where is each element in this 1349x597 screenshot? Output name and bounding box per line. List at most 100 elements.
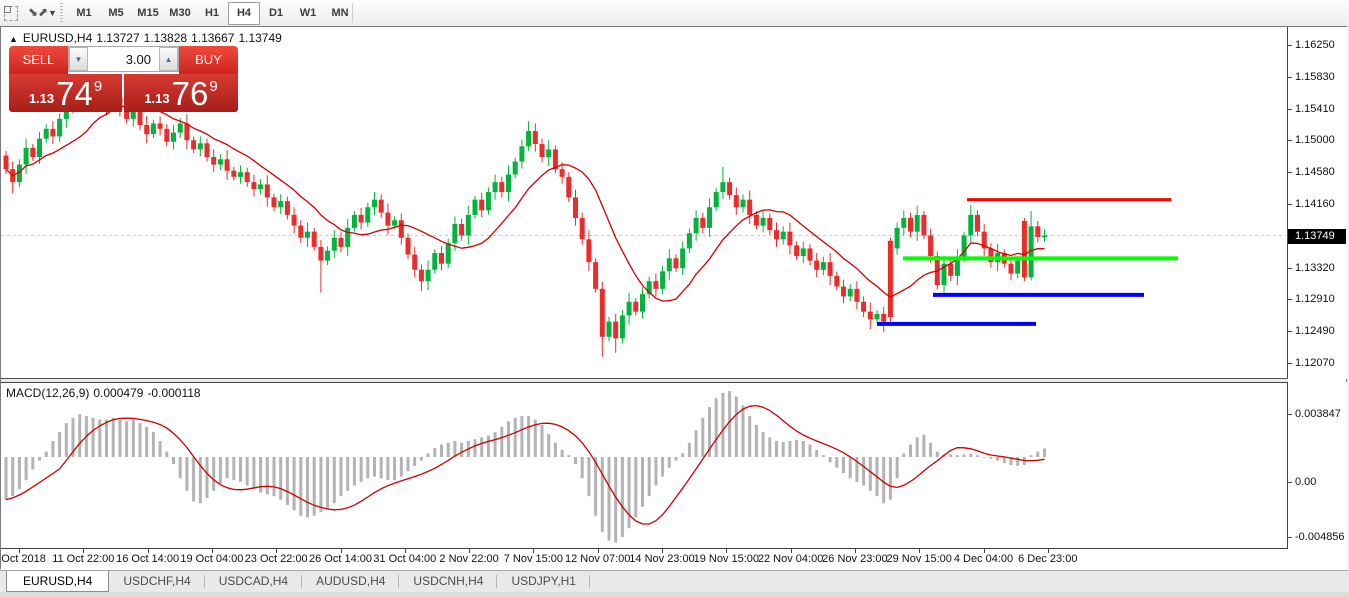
- timeframe-button-w1[interactable]: W1: [299, 7, 317, 19]
- price-axis-tick: [1288, 204, 1292, 206]
- macd-canvas: [4, 391, 1046, 543]
- date-label: 22 Nov 04:00: [757, 553, 824, 565]
- bar-high: 1.13828: [143, 31, 188, 45]
- timeframe-button-m5[interactable]: M5: [108, 7, 124, 19]
- macd-axis-label: -0.004856: [1295, 531, 1345, 543]
- date-tick: [19, 549, 20, 553]
- dropdown-caret-icon[interactable]: ▼: [48, 8, 57, 18]
- bid-price-tile[interactable]: 1.13 74 9: [9, 74, 122, 112]
- price-axis-label: 1.13320: [1295, 262, 1335, 275]
- date-tick: [404, 549, 406, 553]
- macd-axis-tick: [1288, 482, 1292, 483]
- price-axis-tick: [1288, 331, 1292, 333]
- indicator-arrows-icon[interactable]: ⬊⬈: [28, 5, 49, 19]
- date-label: 26 Oct 14:00: [309, 553, 372, 565]
- volume-decrease-button[interactable]: ▼: [69, 47, 88, 71]
- price-axis-label: 1.12490: [1295, 325, 1335, 338]
- date-tick: [340, 549, 342, 553]
- timeframe-button-d1[interactable]: D1: [268, 7, 284, 19]
- chart-window: ▲ EURUSD,H4 1.13727 1.13828 1.13667 1.13749 S…: [0, 26, 1347, 570]
- tab-usdcnhh4[interactable]: USDCNH,H4: [399, 571, 498, 592]
- date-tick: [790, 549, 792, 553]
- date-tick: [83, 549, 85, 553]
- toolbar-separator: [352, 3, 353, 23]
- tab-audusdh4[interactable]: AUDUSD,H4: [302, 571, 400, 592]
- price-axis-tick: [1288, 77, 1292, 78]
- macd-axis-tick: [1288, 413, 1292, 415]
- ask-prefix: 1.13: [144, 91, 170, 106]
- macd-signal-value: -0.000118: [147, 386, 201, 400]
- chart-template-icon[interactable]: [4, 6, 18, 21]
- bid-pipette: 9: [93, 78, 103, 95]
- tab-eurusdh4[interactable]: EURUSD,H4: [6, 571, 110, 592]
- date-label: 29 Nov 15:00: [886, 553, 952, 565]
- bid-prefix: 1.13: [28, 91, 55, 106]
- toolbar-grip[interactable]: [60, 3, 63, 23]
- tab-usdcadh4[interactable]: USDCAD,H4: [205, 571, 303, 592]
- price-axis-tick: [1288, 172, 1292, 174]
- date-label: 4 Dec 04:00: [953, 553, 1014, 565]
- date-label: 14 Nov 23:00: [629, 553, 695, 565]
- timeframe-button-h4[interactable]: H4: [228, 2, 260, 25]
- date-tick: [919, 549, 921, 553]
- price-axis-label: 1.12910: [1295, 293, 1335, 306]
- bar-low: 1.13667: [191, 31, 235, 45]
- price-axis[interactable]: 1.16250 1.15830 1.15410 1.15000 1.14580 1.141…: [1288, 27, 1347, 379]
- macd-value: 0.000479: [93, 386, 144, 400]
- timeframe-button-mn[interactable]: MN: [331, 7, 349, 19]
- chart-symbol: EURUSD,H4: [22, 31, 93, 45]
- one-click-trade-panel: SELL ▼ ▲ BUY 1.13 74 9 1.13 76 9: [9, 46, 238, 112]
- date-label: 16 Oct 14:00: [116, 553, 180, 565]
- date-label: 2 Nov 22:00: [439, 553, 499, 565]
- volume-input[interactable]: [88, 47, 159, 71]
- date-label: 26 Nov 23:00: [822, 553, 888, 565]
- macd-axis-label: 0.00: [1295, 476, 1317, 488]
- window-bottom-strip: [0, 592, 1349, 597]
- panel-collapse-icon[interactable]: ▲: [9, 34, 18, 44]
- chart-tab-bar: EURUSD,H4 USDCHF,H4 USDCAD,H4 AUDUSD,H4 USDC…: [0, 570, 1349, 593]
- price-axis-label: 1.15000: [1295, 134, 1335, 147]
- bar-open: 1.13727: [96, 31, 140, 45]
- macd-indicator-plot: MACD(12,26,9) 0.000479 -0.000118: [1, 382, 1288, 549]
- price-axis-label: 1.16250: [1295, 39, 1335, 51]
- price-axis-tick: [1288, 299, 1292, 301]
- chart-title: ▲ EURUSD,H4 1.13727 1.13828 1.13667 1.13749: [9, 31, 286, 45]
- tab-usdjpyh1[interactable]: USDJPY,H1: [497, 571, 591, 592]
- date-tick: [469, 549, 471, 553]
- panel-divider[interactable]: [1, 378, 1288, 382]
- date-label: 7 Nov 15:00: [503, 553, 564, 565]
- current-price-tag: 1.13749: [1288, 228, 1346, 244]
- macd-axis-label: 0.003847: [1295, 407, 1341, 420]
- price-axis-tick: [1288, 45, 1292, 46]
- sell-button[interactable]: SELL: [9, 46, 68, 74]
- date-tick: [1047, 549, 1049, 553]
- bar-close: 1.13749: [238, 31, 282, 45]
- ask-price-tile[interactable]: 1.13 76 9: [124, 74, 238, 112]
- volume-increase-button[interactable]: ▲: [159, 47, 178, 71]
- date-label: 23 Oct 22:00: [244, 553, 308, 565]
- date-tick: [854, 549, 856, 553]
- price-axis-label: 1.14160: [1295, 198, 1335, 211]
- volume-spinner: ▼ ▲: [68, 46, 179, 72]
- date-label: 19 Oct 04:00: [180, 553, 244, 565]
- timeframe-button-m30[interactable]: M30: [169, 7, 191, 19]
- date-label: 12 Nov 07:00: [564, 553, 631, 565]
- tab-usdchfh4[interactable]: USDCHF,H4: [109, 571, 206, 592]
- buy-button[interactable]: BUY: [179, 46, 238, 74]
- date-tick: [597, 549, 599, 553]
- date-tick: [726, 549, 728, 553]
- ask-pipette: 9: [209, 78, 218, 95]
- date-label: 11 Oct 22:00: [52, 553, 115, 565]
- date-tick: [533, 549, 535, 553]
- price-axis-tick: [1288, 268, 1292, 270]
- timeframe-button-m15[interactable]: M15: [137, 7, 159, 19]
- price-axis-tick: [1288, 140, 1292, 142]
- macd-value-axis[interactable]: 0.003847 0.00 -0.004856: [1288, 382, 1347, 549]
- date-tick: [147, 549, 149, 553]
- timeframe-button-h1[interactable]: H1: [204, 7, 220, 19]
- date-tick: [983, 549, 985, 553]
- timeframe-button-m1[interactable]: M1: [76, 7, 92, 19]
- date-label: 9 Oct 2018: [0, 553, 46, 565]
- macd-label: MACD(12,26,9) 0.000479 -0.000118: [6, 386, 205, 400]
